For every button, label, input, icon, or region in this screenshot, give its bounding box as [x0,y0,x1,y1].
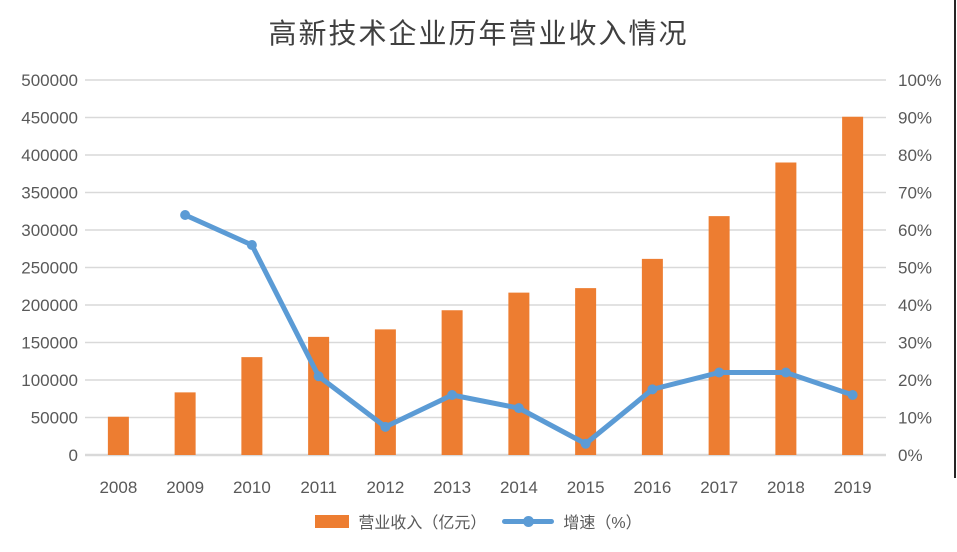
left-axis-tick-label: 150000 [21,334,78,353]
right-axis-tick-label: 20% [898,371,932,390]
revenue-bar [775,162,797,455]
right-axis-tick-label: 30% [898,334,932,353]
x-axis-tick-label: 2014 [500,478,538,497]
x-axis-tick-label: 2017 [700,478,738,497]
right-axis-tick-label: 60% [898,221,932,240]
left-axis-tick-label: 100000 [21,371,78,390]
revenue-bar [308,336,330,455]
revenue-bar [374,329,396,455]
growth-line-marker [847,390,858,400]
right-axis-tick-label: 90% [898,109,932,128]
line-series-swatch [502,515,555,527]
x-axis-tick-label: 2011 [300,478,337,497]
right-axis-tick-label: 50% [898,259,932,278]
left-axis-tick-label: 0 [69,446,78,465]
chart-legend: 营业收入（亿元） 增速（%） [0,509,957,533]
bar-series-swatch [315,514,350,528]
growth-line-marker [647,384,658,395]
revenue-bar [842,116,864,455]
x-axis-tick-label: 2015 [567,478,605,497]
legend-label-revenue: 营业收入（亿元） [358,515,487,532]
revenue-bar [575,288,597,455]
x-axis-tick-label: 2018 [767,478,805,497]
right-axis-tick-label: 0% [898,446,923,465]
growth-line-marker [313,371,324,382]
growth-line-marker [380,421,391,432]
right-axis-tick-label: 10% [898,409,932,428]
left-axis-tick-label: 200000 [21,296,78,315]
right-axis-tick-label: 70% [898,184,932,203]
left-axis-tick-label: 50000 [31,409,78,428]
growth-line-marker [580,438,591,449]
x-axis-tick-label: 2016 [633,478,671,497]
right-axis-tick-label: 80% [898,146,932,165]
growth-line-marker [447,390,458,400]
revenue-bar [641,258,663,455]
x-axis-tick-label: 2008 [99,478,137,497]
growth-line-marker [513,403,524,414]
revenue-bar [508,292,530,455]
left-axis-tick-label: 450000 [21,109,78,128]
left-axis-tick-label: 250000 [21,259,78,278]
right-axis-tick-label: 100% [898,71,941,90]
x-axis-tick-label: 2019 [834,478,872,497]
revenue-bar [107,416,129,455]
left-axis-tick-label: 500000 [21,71,78,90]
revenue-bar [241,357,263,455]
left-axis-tick-label: 400000 [21,146,78,165]
growth-line-marker [246,240,257,250]
left-axis-tick-label: 350000 [21,184,78,203]
growth-line-marker [180,210,191,220]
x-axis-tick-label: 2013 [433,478,471,497]
right-axis-tick-label: 40% [898,296,932,315]
chart-title: 高新技术企业历年营业收入情况 [268,17,689,50]
legend-item-growth: 增速（%） [502,509,642,533]
left-axis-tick-label: 300000 [21,221,78,240]
x-axis-tick-label: 2012 [366,478,404,497]
legend-item-revenue: 营业收入（亿元） [315,509,486,533]
revenue-bar [441,310,463,455]
x-axis-tick-label: 2010 [233,478,271,497]
legend-label-growth: 增速（%） [563,515,642,532]
line-series-marker-dot [522,515,534,527]
revenue-bar [708,216,730,455]
growth-line-marker [780,367,791,378]
revenue-bar [174,392,196,455]
x-axis-tick-label: 2009 [166,478,204,497]
growth-line-marker [714,367,725,378]
